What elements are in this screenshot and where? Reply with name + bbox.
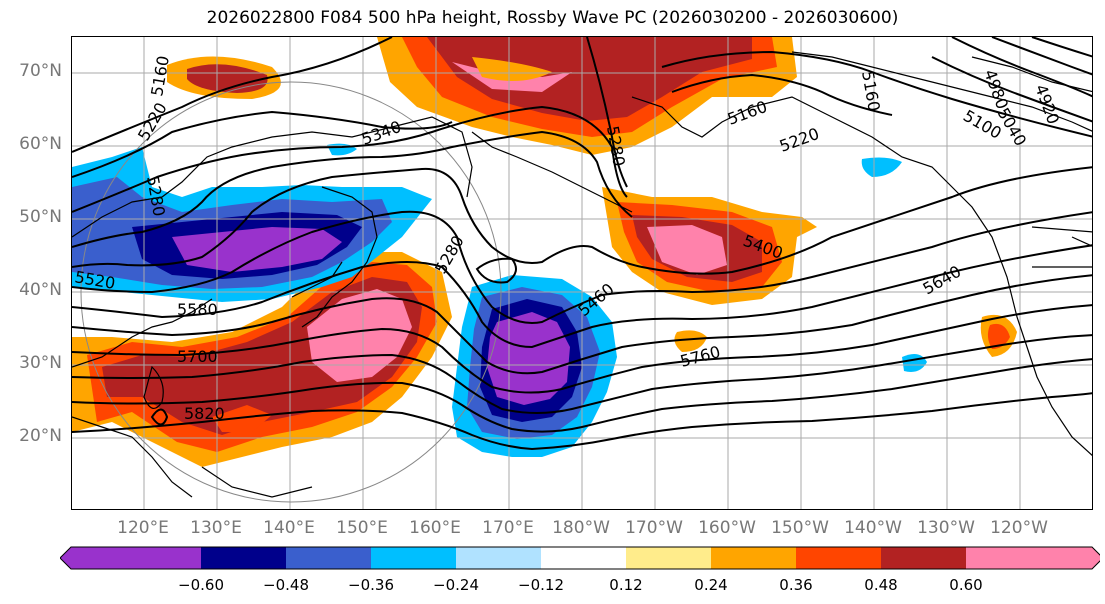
colorbar-segment bbox=[60, 547, 201, 569]
colorbar-segment bbox=[796, 547, 881, 569]
lon-label: 160°W bbox=[698, 518, 756, 538]
colorbar-segment bbox=[966, 547, 1100, 569]
colorbar-tick-label: −0.60 bbox=[178, 576, 224, 594]
lat-label: 60°N bbox=[19, 134, 62, 154]
colorbar-segment bbox=[201, 547, 286, 569]
colorbar-outline bbox=[60, 546, 1100, 570]
colorbar bbox=[60, 546, 1100, 570]
colorbar-segment bbox=[881, 547, 966, 569]
colorbar-segment bbox=[711, 547, 796, 569]
colorbar-tick-label: −0.24 bbox=[433, 576, 479, 594]
contour-label: 5700 bbox=[177, 347, 218, 366]
lat-label: 30°N bbox=[19, 353, 62, 373]
colorbar-tick-label: 0.36 bbox=[779, 576, 813, 594]
contour-label: 4920 bbox=[1031, 82, 1063, 127]
lon-label: 130°E bbox=[190, 518, 242, 538]
lat-label: 40°N bbox=[19, 280, 62, 300]
lat-label: 20°N bbox=[19, 426, 62, 446]
lon-label: 130°W bbox=[917, 518, 975, 538]
lon-label: 140°W bbox=[844, 518, 902, 538]
lon-label: 160°E bbox=[409, 518, 461, 538]
contour-label: 5160 bbox=[147, 54, 173, 97]
lon-label: 180°W bbox=[552, 518, 610, 538]
lon-label: 140°E bbox=[263, 518, 315, 538]
graticule bbox=[72, 37, 1092, 509]
colorbar-tick-label: 0.12 bbox=[609, 576, 643, 594]
contour-label: 5160 bbox=[725, 97, 770, 129]
map-canvas: 5160 5220 5280 5340 5280 5160 5220 5160 … bbox=[72, 37, 1092, 509]
colorbar-tick-label: −0.48 bbox=[263, 576, 309, 594]
contour-label: 4980 bbox=[980, 67, 1012, 112]
colorbar-tick-label: 0.60 bbox=[949, 576, 983, 594]
lat-label: 50°N bbox=[19, 207, 62, 227]
lon-label: 120°W bbox=[990, 518, 1048, 538]
contour-label: 5820 bbox=[184, 404, 225, 423]
lat-label: 70°N bbox=[19, 61, 62, 81]
map-plot-area: 5160 5220 5280 5340 5280 5160 5220 5160 … bbox=[71, 36, 1093, 510]
map-title: 2026022800 F084 500 hPa height, Rossby W… bbox=[206, 8, 899, 28]
height-contours bbox=[72, 37, 1092, 451]
lon-label: 150°E bbox=[336, 518, 388, 538]
colorbar-segment bbox=[541, 547, 626, 569]
contour-label: 5220 bbox=[777, 124, 822, 156]
colorbar-tick-label: −0.36 bbox=[348, 576, 394, 594]
colorbar-tick-label: 0.24 bbox=[694, 576, 728, 594]
contour-label: 5640 bbox=[920, 262, 965, 299]
lon-label: 170°E bbox=[482, 518, 534, 538]
colorbar-segment bbox=[626, 547, 711, 569]
contour-label: 5220 bbox=[134, 99, 171, 144]
colorbar-segment bbox=[371, 547, 456, 569]
colorbar-segment bbox=[286, 547, 371, 569]
lon-label: 120°E bbox=[117, 518, 169, 538]
colorbar-tick-label: 0.48 bbox=[864, 576, 898, 594]
lon-label: 150°W bbox=[771, 518, 829, 538]
lon-label: 170°W bbox=[625, 518, 683, 538]
contour-label: 5580 bbox=[177, 300, 218, 319]
colorbar-tick-label: −0.12 bbox=[518, 576, 564, 594]
colorbar-segment bbox=[456, 547, 541, 569]
